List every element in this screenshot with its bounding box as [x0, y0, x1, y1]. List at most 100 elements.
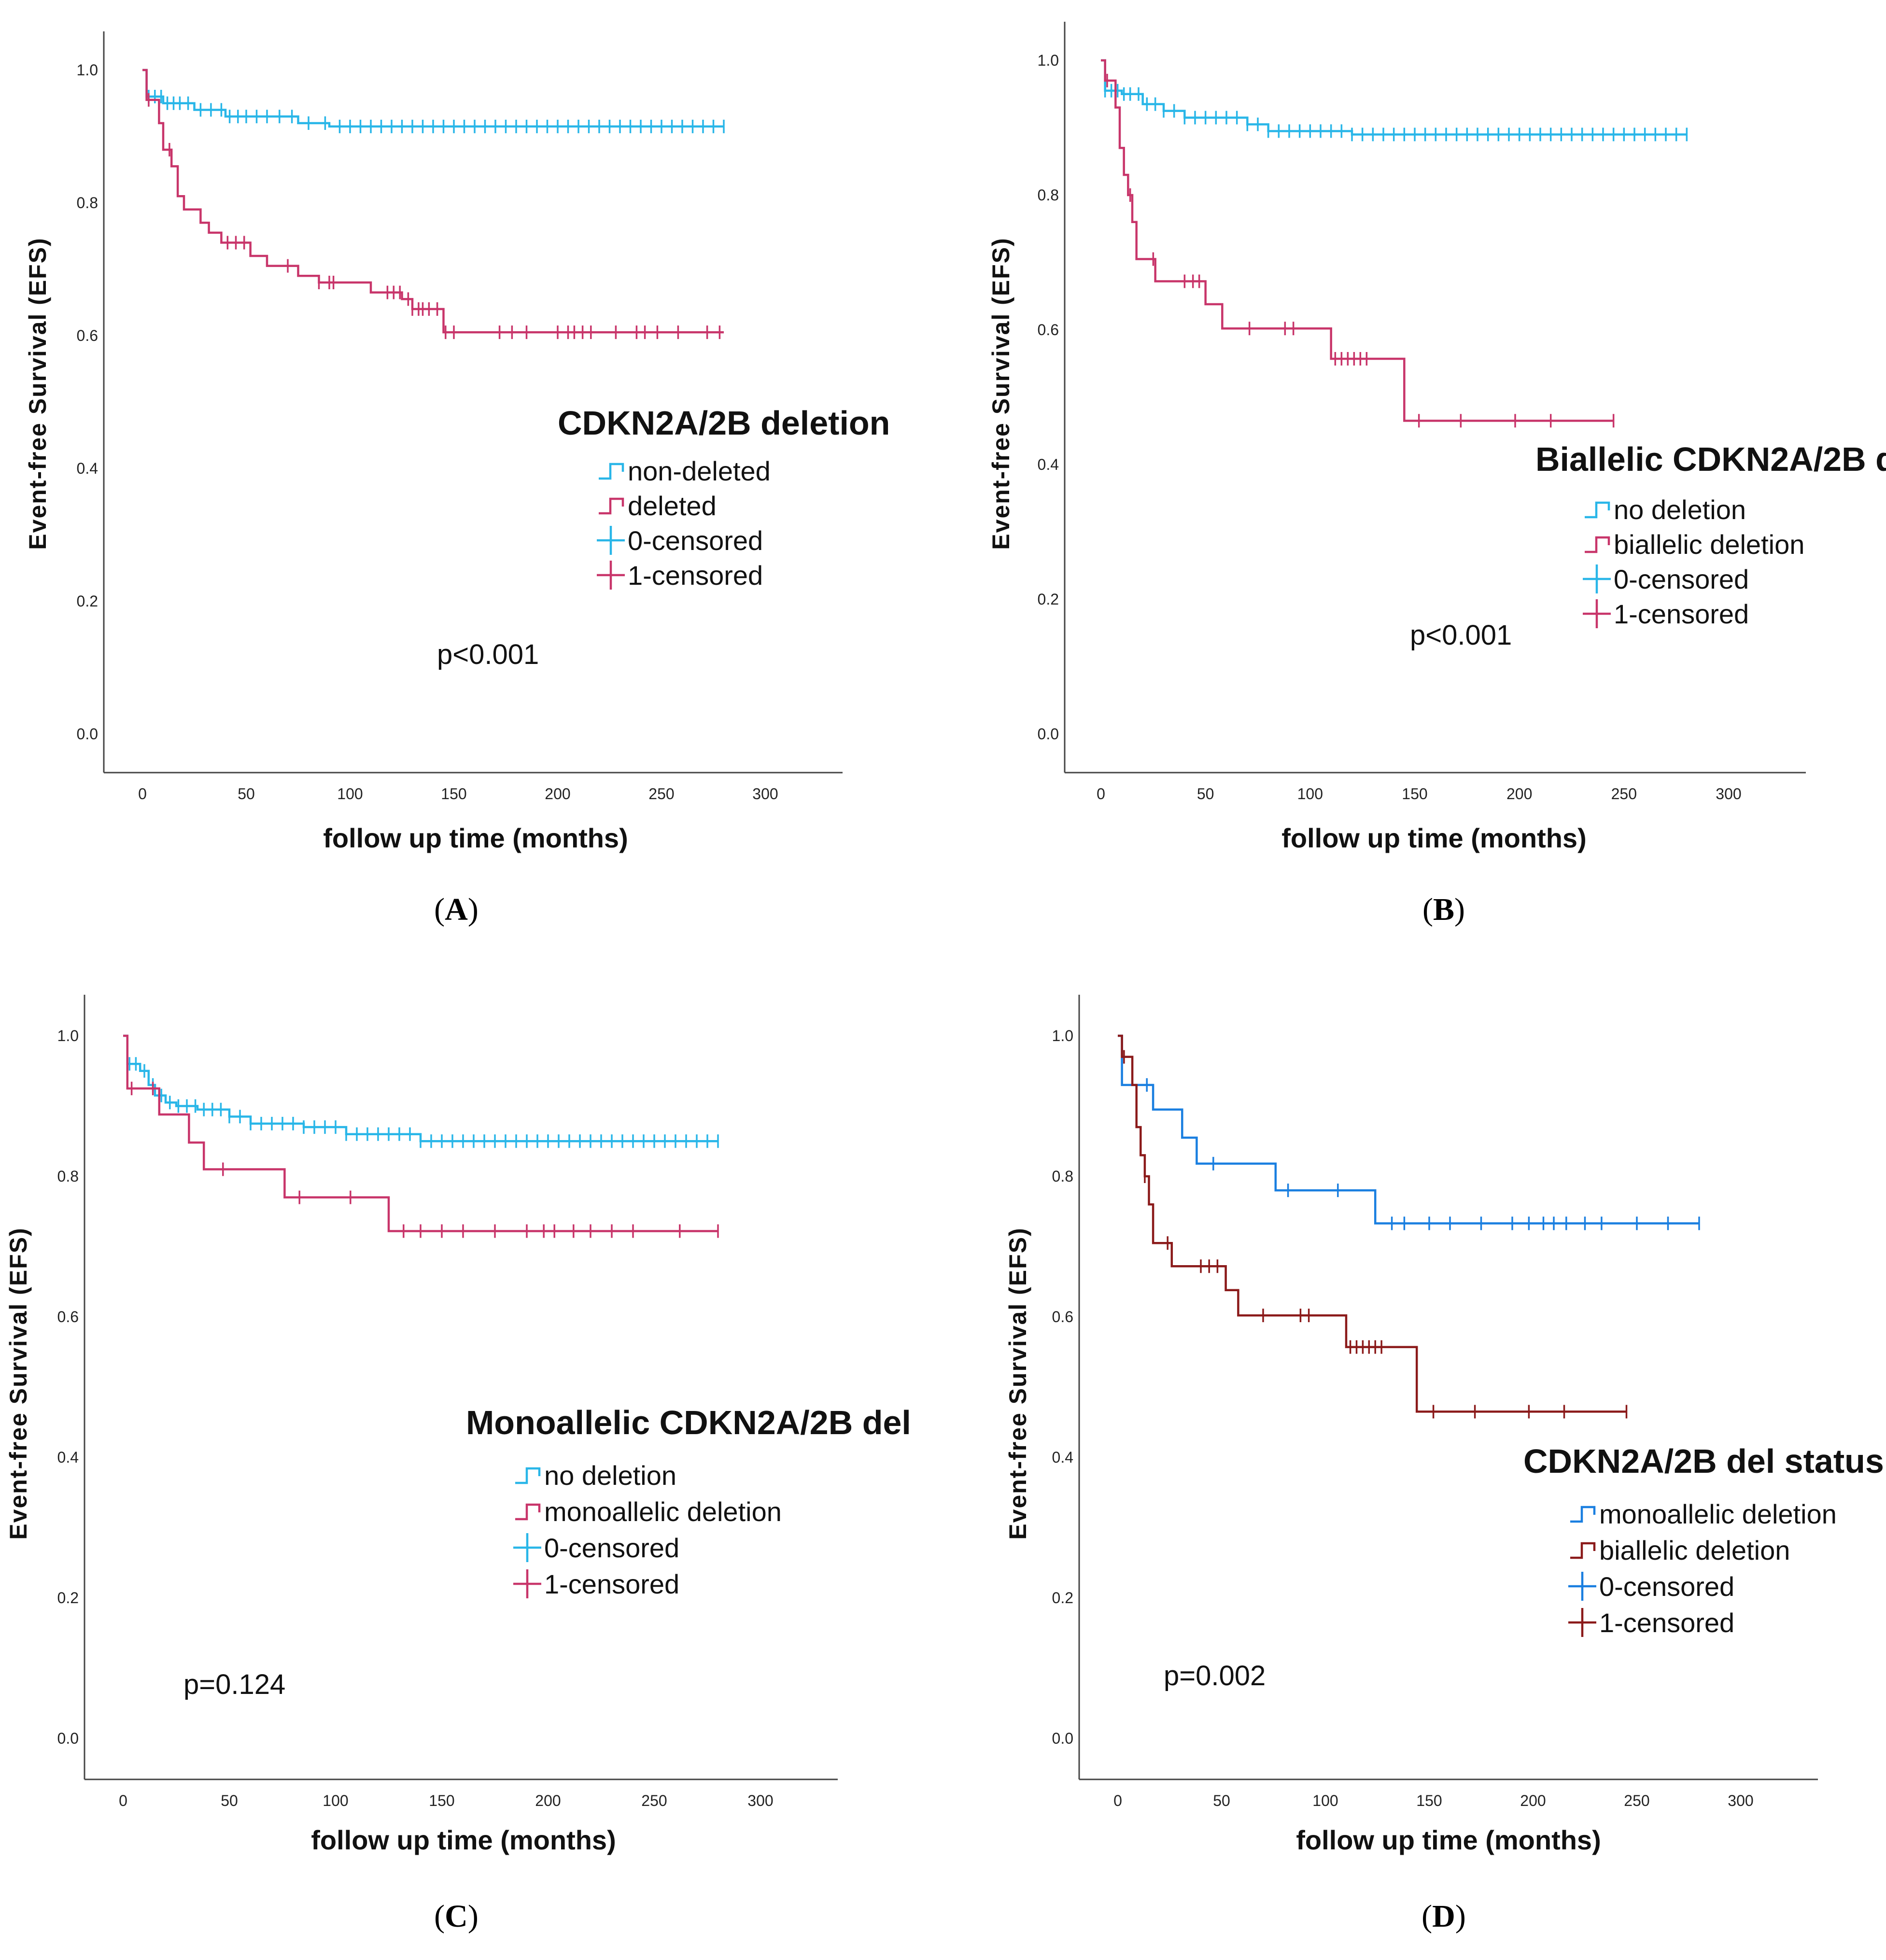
x-axis-label: follow up time (months): [323, 823, 628, 853]
y-axis-label: Event-free Survival (EFS): [5, 1227, 32, 1539]
legend-title: Monoallelic CDKN2A/2B del: [466, 1404, 911, 1441]
legend-item: no deletion: [515, 1460, 676, 1491]
x-tick-label: 100: [323, 1792, 348, 1809]
y-tick-label: 0.4: [77, 460, 98, 477]
legend-step-icon: [1570, 1506, 1596, 1523]
legend-title: CDKN2A/2B del status: [1523, 1442, 1884, 1480]
x-tick-label: 250: [641, 1792, 667, 1809]
legend-item: non-deleted: [599, 456, 771, 486]
y-tick-label: 0.0: [1052, 1730, 1073, 1747]
legend-item: biallelic deletion: [1585, 529, 1804, 560]
legend-label: non-deleted: [628, 456, 771, 486]
y-axis-label: Event-free Survival (EFS): [24, 237, 51, 550]
y-tick-label: 0.8: [77, 194, 98, 212]
legend-step-icon: [1585, 536, 1610, 553]
y-tick-label: 0.0: [77, 725, 98, 743]
legend-step-icon: [515, 1467, 541, 1484]
x-axis-label: follow up time (months): [1296, 1825, 1601, 1855]
y-tick-label: 1.0: [77, 61, 98, 79]
survival-curve-1: [123, 1034, 718, 1142]
x-tick-label: 150: [429, 1792, 454, 1809]
y-tick-label: 1.0: [57, 1027, 79, 1044]
x-tick-label: 250: [1624, 1792, 1649, 1809]
x-tick-label: 0: [138, 785, 147, 803]
x-tick-label: 200: [1520, 1792, 1546, 1809]
p-value-annotation: p<0.001: [437, 639, 539, 670]
x-tick-label: 150: [1402, 785, 1427, 803]
x-tick-label: 100: [1297, 785, 1323, 803]
survival-curve-2: [142, 69, 724, 334]
x-tick-label: 300: [1728, 1792, 1753, 1809]
legend-item: 1-censored: [1568, 1607, 1734, 1638]
legend-label: deleted: [628, 491, 717, 521]
y-tick-label: 0.4: [57, 1449, 79, 1466]
x-tick-label: 100: [337, 785, 363, 803]
legend-label: 1-censored: [544, 1569, 679, 1599]
y-tick-label: 0.2: [77, 592, 98, 610]
y-tick-label: 0.8: [57, 1168, 79, 1185]
x-tick-label: 300: [747, 1792, 773, 1809]
y-tick-label: 0.2: [1038, 591, 1059, 608]
panel-label: (C): [434, 1899, 479, 1934]
series-monoallelic-deletion: [123, 1034, 719, 1238]
p-value-annotation: p=0.002: [1164, 1660, 1266, 1692]
survival-curve-1: [1118, 1034, 1699, 1225]
legend-item: monoallelic deletion: [515, 1496, 782, 1527]
x-tick-label: 150: [441, 785, 466, 803]
x-axis-label: follow up time (months): [311, 1825, 616, 1855]
x-tick-label: 0: [119, 1792, 127, 1809]
legend-label: monoallelic deletion: [1599, 1499, 1837, 1529]
x-tick-label: 200: [1506, 785, 1532, 803]
panel-b: 0 50 100 150 200 250 300 0.0 0.2 0.4 0.6 0.8 1.0 foll…: [987, 22, 1886, 927]
legend-item: 1-censored: [1583, 599, 1749, 629]
legend-label: 1-censored: [1614, 599, 1749, 629]
y-tick-label: 0.8: [1038, 186, 1059, 204]
survival-curve-1: [1101, 59, 1687, 136]
x-tick-label: 300: [1716, 785, 1741, 803]
legend-label: no deletion: [1614, 494, 1746, 525]
x-tick-label: 100: [1312, 1792, 1338, 1809]
legend-step-icon: [599, 497, 624, 515]
y-tick-label: 0.0: [1038, 725, 1059, 743]
panel-label: (B): [1422, 892, 1465, 927]
y-axis-label: Event-free Survival (EFS): [1004, 1227, 1031, 1539]
p-value-annotation: p=0.124: [183, 1669, 285, 1700]
panel-label: (A): [434, 892, 479, 927]
legend-item: 0-censored: [597, 525, 763, 556]
legend-item: 0-censored: [513, 1533, 679, 1563]
legend-item: deleted: [599, 491, 717, 521]
y-tick-label: 0.6: [1038, 321, 1059, 338]
x-tick-label: 150: [1416, 1792, 1442, 1809]
y-tick-label: 0.4: [1052, 1449, 1073, 1466]
y-tick-label: 0.2: [57, 1589, 79, 1607]
survival-curve-2: [1118, 1034, 1627, 1413]
x-tick-label: 250: [648, 785, 674, 803]
legend-label: biallelic deletion: [1614, 529, 1804, 560]
x-tick-label: 200: [545, 785, 570, 803]
x-tick-label: 300: [752, 785, 778, 803]
legend-item: no deletion: [1585, 494, 1746, 525]
legend-label: no deletion: [544, 1460, 676, 1491]
legend-label: biallelic deletion: [1599, 1535, 1790, 1565]
legend-title: CDKN2A/2B deletion: [558, 404, 890, 442]
y-tick-label: 0.8: [1052, 1168, 1073, 1185]
legend-title: Biallelic CDKN2A/2B del: [1535, 440, 1886, 478]
x-tick-label: 0: [1097, 785, 1105, 803]
legend-label: 0-censored: [1599, 1571, 1734, 1602]
panel-d: 0 50 100 150 200 250 300 0.0 0.2 0.4 0.6 0.8 1.0 foll…: [1004, 995, 1884, 1934]
x-tick-label: 50: [238, 785, 255, 803]
series-no-deletion: [1101, 59, 1688, 141]
x-tick-label: 50: [1213, 1792, 1230, 1809]
x-tick-label: 250: [1611, 785, 1637, 803]
panel-a: 0 50 100 150 200 250 300 0.0 0.2 0.4 0.6 0.8 1.0 foll…: [24, 31, 890, 927]
legend-item: 1-censored: [597, 560, 763, 591]
legend-label: 0-censored: [628, 525, 763, 556]
series-non-deleted: [142, 69, 725, 133]
y-tick-label: 0.6: [77, 327, 98, 344]
legend-label: 0-censored: [544, 1533, 679, 1563]
legend-item: 0-censored: [1568, 1571, 1734, 1602]
survival-curve-2: [1101, 59, 1614, 422]
p-value-annotation: p<0.001: [1410, 620, 1512, 651]
series-biallelic-deletion: [1118, 1034, 1628, 1419]
panel-label: (D): [1422, 1899, 1466, 1934]
